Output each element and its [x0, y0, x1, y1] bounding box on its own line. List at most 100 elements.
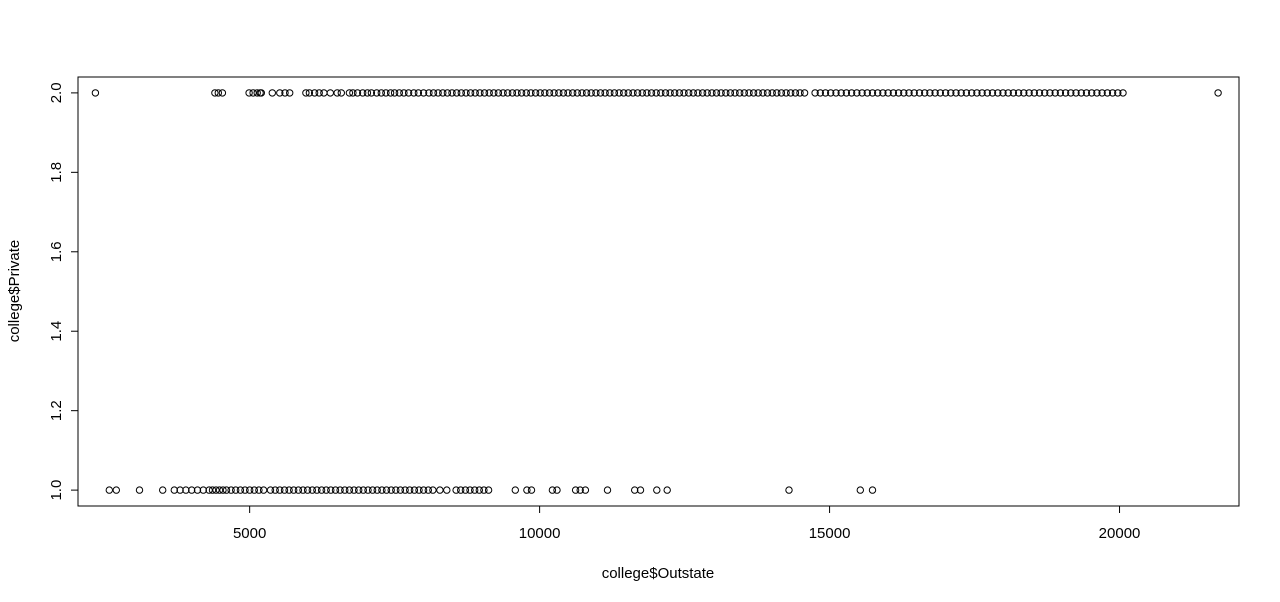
data-point	[337, 89, 345, 97]
data-point	[415, 486, 423, 494]
data-point	[1030, 89, 1039, 97]
data-point	[773, 89, 781, 97]
data-point	[457, 486, 465, 494]
data-point	[1046, 89, 1054, 97]
data-point	[259, 486, 268, 494]
data-point	[564, 89, 572, 97]
data-point	[1051, 89, 1059, 97]
data-point	[443, 486, 451, 494]
data-point	[796, 89, 804, 97]
data-point	[527, 486, 536, 494]
data-point	[633, 89, 642, 97]
data-point	[475, 486, 483, 494]
data-point	[694, 89, 702, 97]
data-point	[170, 486, 179, 494]
data-point	[596, 89, 605, 97]
data-point	[638, 89, 646, 97]
data-point	[214, 89, 223, 97]
data-point	[988, 89, 997, 97]
data-point	[726, 89, 735, 97]
data-point	[303, 486, 312, 494]
data-point	[276, 89, 284, 97]
data-point	[1214, 89, 1222, 97]
data-point	[199, 486, 208, 494]
data-point	[1119, 89, 1127, 97]
data-point	[373, 486, 381, 494]
data-point	[517, 89, 526, 97]
x-tick-label: 20000	[1099, 525, 1141, 542]
y-tick-label: 1.8	[48, 162, 65, 183]
data-point	[241, 486, 249, 494]
data-point	[957, 89, 965, 97]
data-point	[569, 89, 577, 97]
data-point	[582, 89, 591, 97]
data-point	[863, 89, 871, 97]
data-point	[364, 486, 372, 494]
data-point	[603, 486, 612, 494]
data-point	[921, 89, 929, 97]
data-point	[373, 89, 381, 97]
y-axis: 1.0 1.2 1.4 1.6 1.8 2.0	[48, 82, 79, 501]
x-tick-label: 10000	[519, 525, 561, 542]
x-tick-label: 5000	[233, 525, 266, 542]
data-point	[536, 89, 544, 97]
data-point	[266, 486, 275, 494]
data-point	[285, 486, 293, 494]
data-point	[973, 89, 981, 97]
data-point	[419, 486, 428, 494]
data-point	[281, 89, 289, 97]
data-point	[1004, 89, 1012, 97]
data-point	[188, 486, 196, 494]
data-point	[962, 89, 971, 97]
data-point	[91, 89, 100, 97]
data-point	[601, 89, 609, 97]
data-point	[983, 89, 991, 97]
data-point	[947, 89, 955, 97]
data-point	[112, 486, 121, 494]
data-point	[404, 89, 413, 97]
data-point	[245, 89, 253, 97]
data-point	[368, 486, 377, 494]
data-point	[443, 89, 452, 97]
data-point	[578, 89, 586, 97]
data-point	[471, 89, 479, 97]
data-point	[1114, 89, 1122, 97]
x-axis: 5000 10000 15000 20000	[233, 505, 1141, 542]
data-point	[653, 486, 661, 494]
y-tick-label: 2.0	[48, 82, 65, 103]
data-point	[218, 89, 227, 97]
data-point	[832, 89, 840, 97]
data-point	[523, 486, 531, 494]
data-point	[499, 89, 507, 97]
data-point	[1103, 89, 1112, 97]
data-point	[396, 486, 405, 494]
data-point	[434, 89, 442, 97]
data-point	[302, 89, 310, 97]
data-point	[952, 89, 960, 97]
data-point	[894, 89, 903, 97]
data-point	[419, 89, 428, 97]
data-point	[211, 89, 219, 97]
data-point	[722, 89, 730, 97]
data-point	[390, 89, 399, 97]
data-point	[763, 89, 772, 97]
data-point	[631, 486, 639, 494]
data-point	[592, 89, 600, 97]
data-point	[212, 486, 220, 494]
data-point	[1020, 89, 1028, 97]
data-point	[821, 89, 830, 97]
data-point	[811, 89, 819, 97]
data-point	[905, 89, 913, 97]
data-point	[353, 89, 362, 97]
data-point	[703, 89, 711, 97]
data-point	[941, 89, 950, 97]
data-point	[453, 89, 461, 97]
data-point	[889, 89, 898, 97]
data-point	[429, 89, 438, 97]
data-point	[777, 89, 786, 97]
data-point	[736, 89, 744, 97]
data-point	[1108, 89, 1117, 97]
data-point	[624, 89, 632, 97]
data-point	[837, 89, 845, 97]
data-point	[827, 89, 835, 97]
